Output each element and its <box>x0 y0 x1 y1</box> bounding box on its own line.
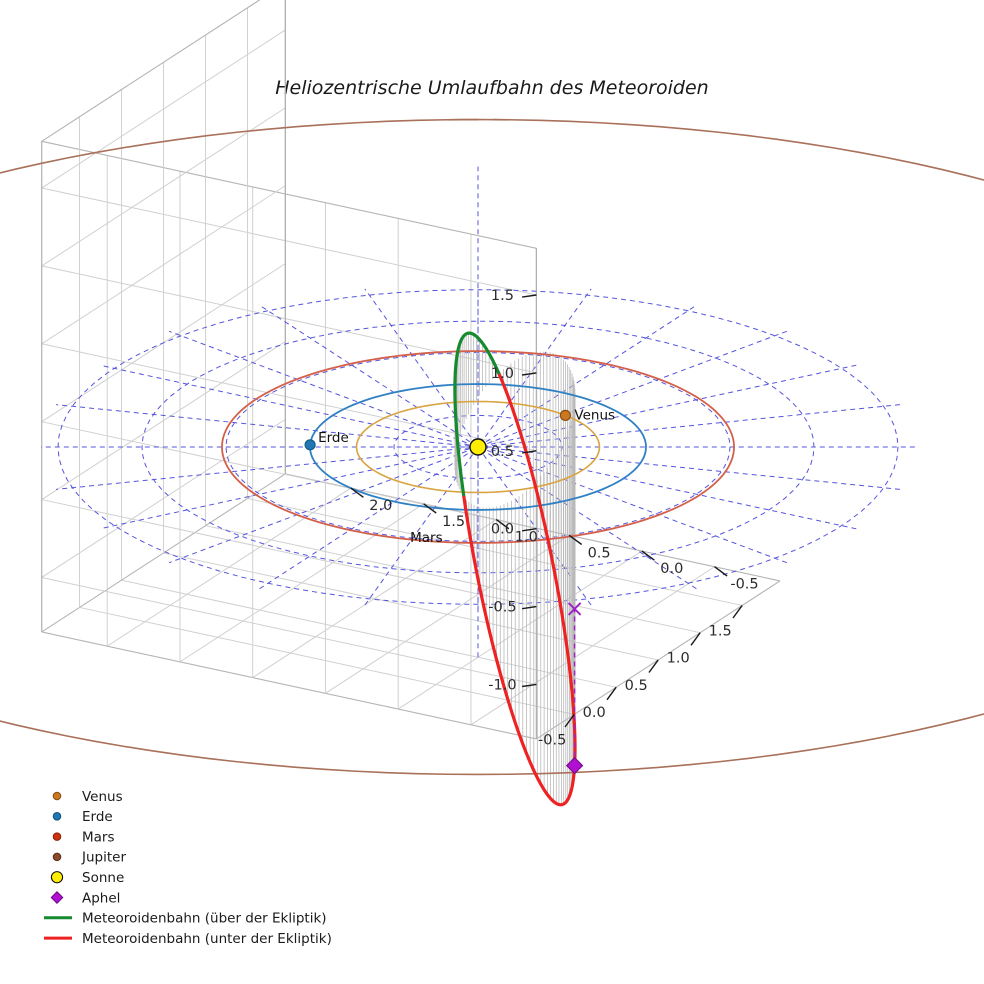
marker-aphel <box>565 756 584 775</box>
legend-item-venus[interactable]: Venus <box>52 789 123 805</box>
aphel-floor-x <box>567 602 582 616</box>
ztick-0: 1.5 <box>491 288 514 304</box>
xtick-1: 0.0 <box>583 705 606 721</box>
marker-venus <box>559 409 571 421</box>
legend-label: Sonne <box>82 870 124 886</box>
legend-item-sonne[interactable]: Sonne <box>50 870 124 886</box>
ytick-0: -0.5 <box>730 577 758 593</box>
legend-item-jupiter[interactable]: Jupiter <box>52 850 126 866</box>
meteoroid-below-ecliptic <box>462 371 577 807</box>
marker-sonne <box>469 438 487 456</box>
label-erde: Erde <box>318 430 349 446</box>
axes-scaffold <box>41 0 915 740</box>
legend-item-aphel[interactable]: Aphel <box>50 890 120 906</box>
axis-ticks: -0.5 0.0 0.5 1.0 1.5 -0.5 0.0 0.5 1.0 1.5 2.0 1.5 1.… <box>350 288 759 748</box>
legend-item-meteoroidenbahn-unter-der-ekliptik[interactable]: Meteoroidenbahn (unter der Ekliptik) <box>44 931 332 947</box>
legend-label: Mars <box>82 829 115 845</box>
legend-marker-circle <box>52 852 62 862</box>
ytick-4: 1.5 <box>442 514 465 530</box>
legend-marker-circle <box>52 832 62 841</box>
xtick-3: 1.0 <box>667 651 690 667</box>
xtick-0: -0.5 <box>538 732 566 748</box>
meteoroid-above-ecliptic <box>453 370 466 499</box>
legend-label: Erde <box>82 809 113 825</box>
ytick-5: 2.0 <box>369 498 392 514</box>
legend-item-erde[interactable]: Erde <box>52 809 113 825</box>
ztick-5: -1.0 <box>488 677 516 693</box>
legend-label: Meteoroidenbahn (unter der Ekliptik) <box>82 931 332 947</box>
label-mars: Mars <box>410 530 443 546</box>
meteoroid-orbit <box>453 331 577 807</box>
ztick-1: 1.0 <box>491 366 514 382</box>
legend-label: Aphel <box>82 890 120 906</box>
ytick-3: 1.0 <box>515 530 538 546</box>
ztick-3: 0.0 <box>491 522 514 538</box>
legend-item-meteoroidenbahn-ber-der-ekliptik[interactable]: Meteoroidenbahn (über der Ekliptik) <box>44 911 327 927</box>
legend-marker-circle <box>52 791 62 801</box>
legend-label: Venus <box>82 789 123 805</box>
legend-marker-diamond <box>50 891 64 904</box>
orbit-erde-bahn <box>309 383 647 511</box>
label-venus: Venus <box>574 407 615 423</box>
legend-marker-circle <box>52 812 62 821</box>
legend-marker-circle <box>50 871 64 884</box>
legend-item-mars[interactable]: Mars <box>52 829 115 845</box>
xtick-2: 0.5 <box>625 678 648 694</box>
xtick-4: 1.5 <box>709 623 732 639</box>
orbit-mars-bahn <box>221 350 735 544</box>
body-markers: Erde Venus Mars <box>304 407 615 775</box>
ytick-2: 0.5 <box>588 545 611 561</box>
ztick-4: -0.5 <box>488 600 516 616</box>
meteoroid-above-ecliptic <box>453 331 501 375</box>
orbit-jupiter-bahn <box>0 118 984 776</box>
page-title: Heliozentrische Umlaufbahn des Meteoroid… <box>275 77 708 99</box>
legend-label: Meteoroidenbahn (über der Ekliptik) <box>82 911 327 927</box>
planet-orbits <box>0 118 984 776</box>
ztick-2: 0.5 <box>491 444 514 460</box>
legend[interactable]: Venus Erde Mars Jupiter Sonne Aphel Meteoroide… <box>44 789 332 947</box>
marker-erde <box>304 439 316 451</box>
ytick-1: 0.0 <box>660 561 683 577</box>
legend-label: Jupiter <box>81 850 126 866</box>
orbit-venus-bahn <box>355 400 601 494</box>
